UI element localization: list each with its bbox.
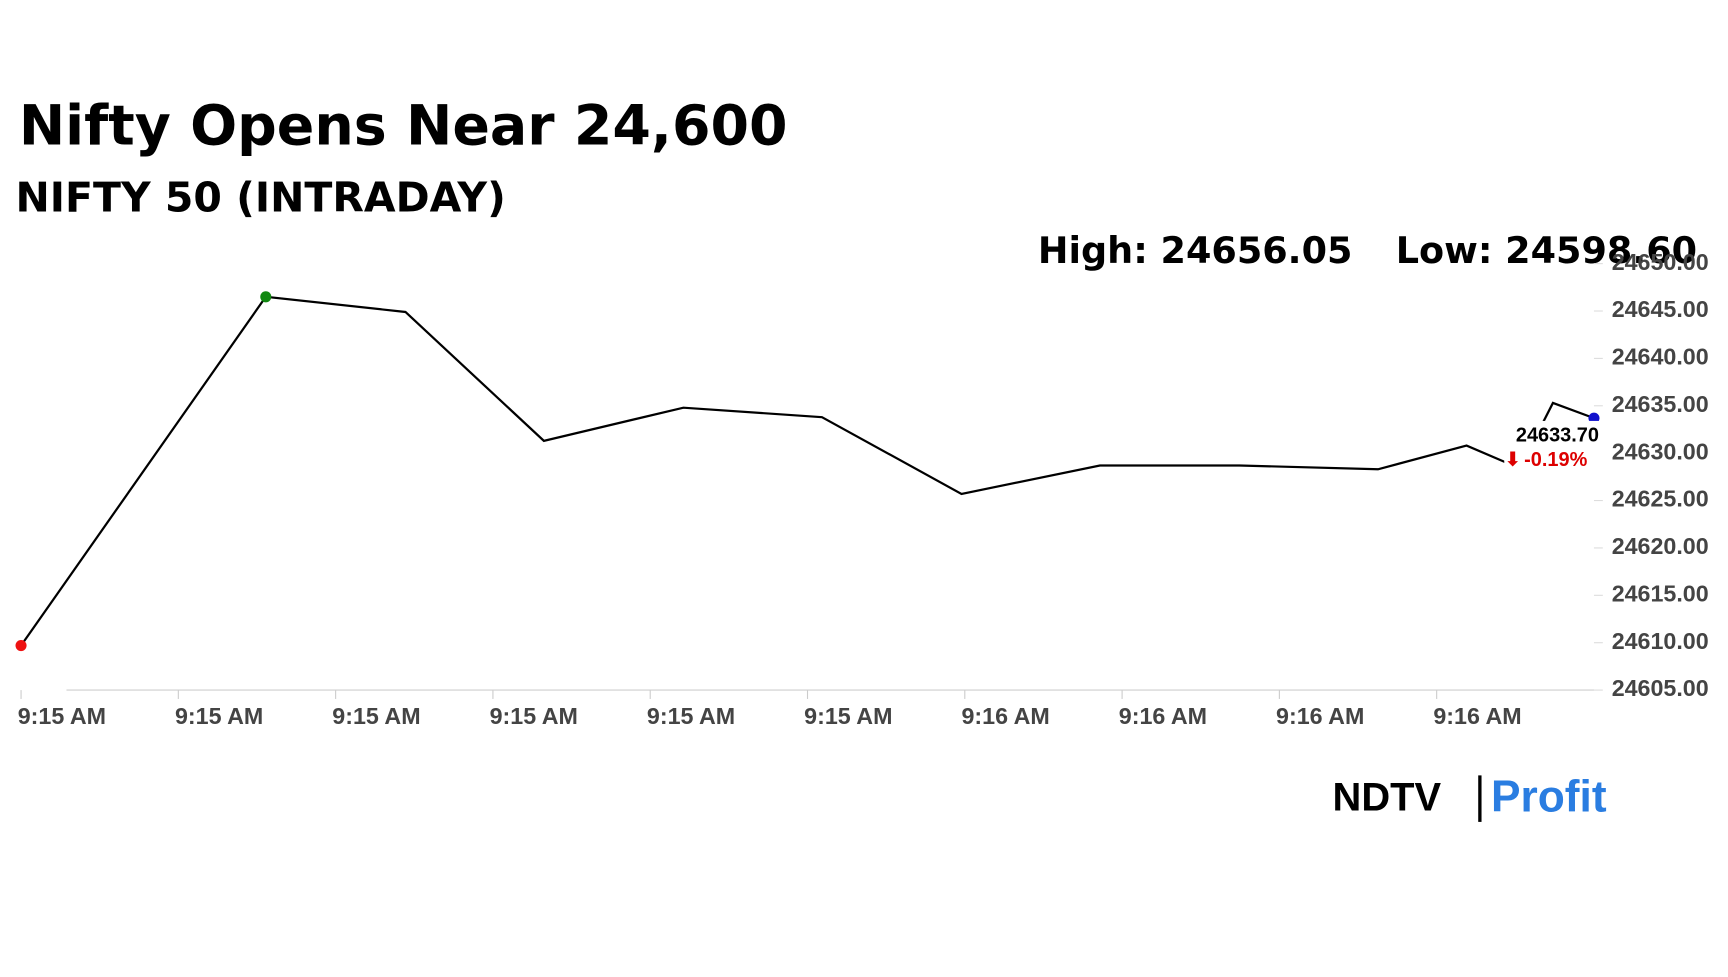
plot: 24605.00 24610.00 24615.00 24620.00 24625.00…	[15, 249, 1709, 729]
y-tick-label: 24640.00	[1612, 344, 1709, 370]
high-label: High: 24656.05	[1038, 229, 1353, 272]
label-bg	[1504, 420, 1604, 475]
x-tick-label: 9:16 AM	[1433, 703, 1521, 729]
y-tick-label: 24610.00	[1612, 628, 1709, 654]
last-value-label: 24633.70	[1516, 425, 1599, 447]
y-tick-label: 24605.00	[1612, 675, 1709, 701]
y-tick-label: 24650.00	[1612, 249, 1709, 275]
y-tick-label: 24630.00	[1612, 438, 1709, 464]
x-tick-label: 9:16 AM	[961, 703, 1049, 729]
point	[15, 640, 27, 652]
x-tick-label: 9:16 AM	[1119, 703, 1207, 729]
chart-title: Nifty Opens Near 24,600	[19, 95, 788, 159]
x-tick-label: 9:15 AM	[647, 703, 735, 729]
point	[260, 291, 272, 303]
chart-subtitle: NIFTY 50 (INTRADAY)	[16, 173, 506, 221]
x-tick-label: 9:15 AM	[332, 703, 420, 729]
x-tick-label: 9:15 AM	[804, 703, 892, 729]
x-tick-label: 9:15 AM	[175, 703, 263, 729]
line	[20, 295, 1595, 647]
x-tick-label: 9:15 AM	[18, 703, 106, 729]
point	[1588, 412, 1600, 424]
x-tick-label: 9:16 AM	[1276, 703, 1364, 729]
brand-ndtv: NDTV	[1333, 775, 1442, 819]
y-tick-label: 24615.00	[1612, 580, 1709, 606]
y-tick-label: 24620.00	[1612, 533, 1709, 559]
y-tick-label: 24645.00	[1612, 296, 1709, 322]
x-tick-label: 9:15 AM	[490, 703, 578, 729]
y-tick-label: 24635.00	[1612, 391, 1709, 417]
change-label: -0.19%	[1524, 449, 1587, 471]
brand-profit: Profit	[1491, 772, 1607, 821]
change-arrow: ⬇	[1504, 449, 1521, 471]
y-tick-label: 24625.00	[1612, 486, 1709, 512]
low-label: Low: 24598.60	[1396, 229, 1697, 272]
